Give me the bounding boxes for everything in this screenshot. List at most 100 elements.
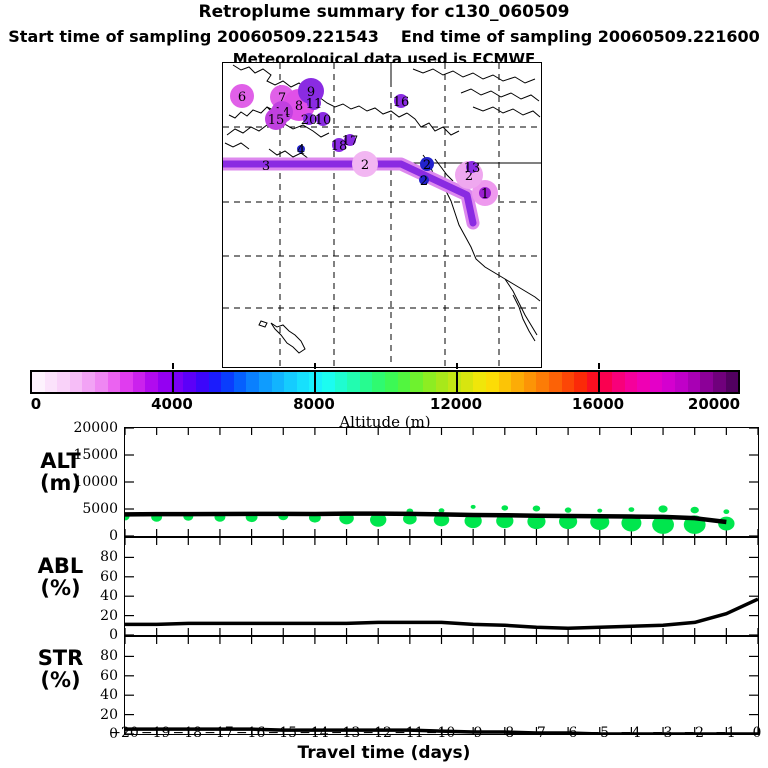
x-tick-label: −16 xyxy=(235,725,266,741)
y-tick-label: 10000 xyxy=(73,474,118,490)
colorbar-segment xyxy=(82,372,96,392)
y-tick-label: 15000 xyxy=(73,447,118,463)
map-marker[interactable] xyxy=(307,96,321,110)
map-marker[interactable] xyxy=(344,134,356,146)
x-tick-label: −10 xyxy=(425,725,456,741)
y-tick-label: 60 xyxy=(100,568,118,585)
x-tick-label: −14 xyxy=(299,725,329,741)
colorbar-tickmark xyxy=(456,363,458,369)
map-marker-label: 15 xyxy=(268,113,285,128)
map-marker[interactable] xyxy=(466,161,478,173)
alt-scatter-point xyxy=(370,512,387,527)
map-marker[interactable] xyxy=(419,175,429,185)
map-marker[interactable] xyxy=(332,138,346,152)
colorbar-segment xyxy=(158,372,171,392)
x-tick-label: −18 xyxy=(172,725,203,741)
colorbar-tickmark xyxy=(314,363,316,369)
colorbar-tick: 20000 xyxy=(687,395,741,413)
colorbar-segment xyxy=(485,372,499,392)
x-tick-label: −12 xyxy=(362,725,392,741)
x-tick-label: −19 xyxy=(140,725,171,741)
colorbar-segment xyxy=(586,372,600,392)
colorbar-segment xyxy=(233,372,247,392)
map-marker[interactable] xyxy=(420,157,434,171)
colorbar-segment xyxy=(372,372,386,392)
map-marker[interactable] xyxy=(265,108,287,130)
map-marker[interactable] xyxy=(303,113,315,125)
colorbar-segment xyxy=(296,372,310,392)
map-marker[interactable] xyxy=(479,187,491,199)
x-tick-label: −9 xyxy=(461,725,483,741)
abl-line xyxy=(125,597,759,630)
colorbar-segment xyxy=(410,372,423,392)
alt-scatter-point xyxy=(564,507,572,513)
timeseries-panels: ALT (m) ABL (%) STR (%) 0 5000 10000 15000 2… xyxy=(0,420,768,768)
map-marker[interactable] xyxy=(316,112,330,126)
x-tick-label: −20 xyxy=(109,725,139,741)
abl-row-label: ABL (%) xyxy=(37,554,84,601)
colorbar-segment xyxy=(511,372,524,392)
colorbar-segment xyxy=(271,372,285,392)
str-row-label: STR (%) xyxy=(37,646,84,693)
map-marker-label: 2 xyxy=(420,174,428,189)
start-time-label: Start time of sampling 20060509.221543 xyxy=(8,27,379,46)
sampling-times: Start time of sampling 20060509.221543 E… xyxy=(0,27,768,46)
alt-plot-area[interactable] xyxy=(120,427,759,537)
x-tick-label: −5 xyxy=(588,725,610,741)
colorbar-segment xyxy=(700,372,713,392)
y-tick-label: 40 xyxy=(100,687,118,704)
abl-plot-area[interactable] xyxy=(124,537,759,636)
map-marker-label: 13 xyxy=(464,161,481,176)
alt-scatter-point xyxy=(438,508,445,513)
y-tick-label: 5000 xyxy=(82,501,118,517)
colorbar-segment xyxy=(612,372,625,392)
colorbar-segment xyxy=(548,372,562,392)
colorbar-tick: 0 xyxy=(30,395,42,413)
map-graticule xyxy=(223,63,541,367)
colorbar-segment xyxy=(561,372,575,392)
map-marker[interactable] xyxy=(394,94,408,108)
colorbar-segment xyxy=(385,372,398,392)
colorbar-segment xyxy=(460,372,474,392)
map-marker[interactable] xyxy=(297,145,305,153)
x-tick-label: −7 xyxy=(525,725,546,741)
map-marker-label: 2 xyxy=(465,169,473,184)
y-tick-label: 0 xyxy=(109,528,118,544)
alt-scatter-point xyxy=(658,505,668,513)
alt-scatter-point xyxy=(690,506,699,514)
colorbar-segment xyxy=(687,372,701,392)
y-tick-label: 80 xyxy=(100,648,118,665)
y-tick-label: 40 xyxy=(100,588,118,605)
map-marker-halo xyxy=(352,151,378,177)
x-axis-title: Travel time (days) xyxy=(297,743,471,763)
colorbar-segment xyxy=(120,372,133,392)
colorbar-segment xyxy=(397,372,411,392)
x-tick-label: −4 xyxy=(620,725,641,741)
colorbar-segment xyxy=(208,372,222,392)
colorbar-segment xyxy=(523,372,537,392)
x-tick-label: −13 xyxy=(330,725,361,741)
colorbar-segment xyxy=(57,372,70,392)
x-tick-label: −8 xyxy=(493,725,515,741)
map-marker[interactable] xyxy=(230,84,254,108)
colorbar-separator xyxy=(314,370,316,394)
map-marker-label: 4 xyxy=(297,143,305,158)
map-marker-label: 1 xyxy=(481,187,489,202)
colorbar-segment xyxy=(624,372,638,392)
x-tick-label: −15 xyxy=(267,725,298,741)
colorbar-segment xyxy=(246,372,259,392)
colorbar-segment xyxy=(725,372,739,392)
x-tick-label: 0 xyxy=(752,725,762,741)
retroplume-map[interactable]: 12222346789101113141516171820 xyxy=(222,62,542,368)
colorbar-segment xyxy=(322,372,335,392)
colorbar-segment xyxy=(599,372,613,392)
x-tick-label: −11 xyxy=(394,725,424,741)
y-tick-label: 80 xyxy=(100,549,118,566)
str-plot-area[interactable] xyxy=(124,636,759,736)
y-tick-label: 20 xyxy=(100,607,118,624)
colorbar-tick: 16000 xyxy=(571,395,625,413)
colorbar-segment xyxy=(473,372,486,392)
colorbar-segment xyxy=(448,372,461,392)
colorbar-segment xyxy=(95,372,108,392)
y-tick-label: 60 xyxy=(100,667,118,684)
